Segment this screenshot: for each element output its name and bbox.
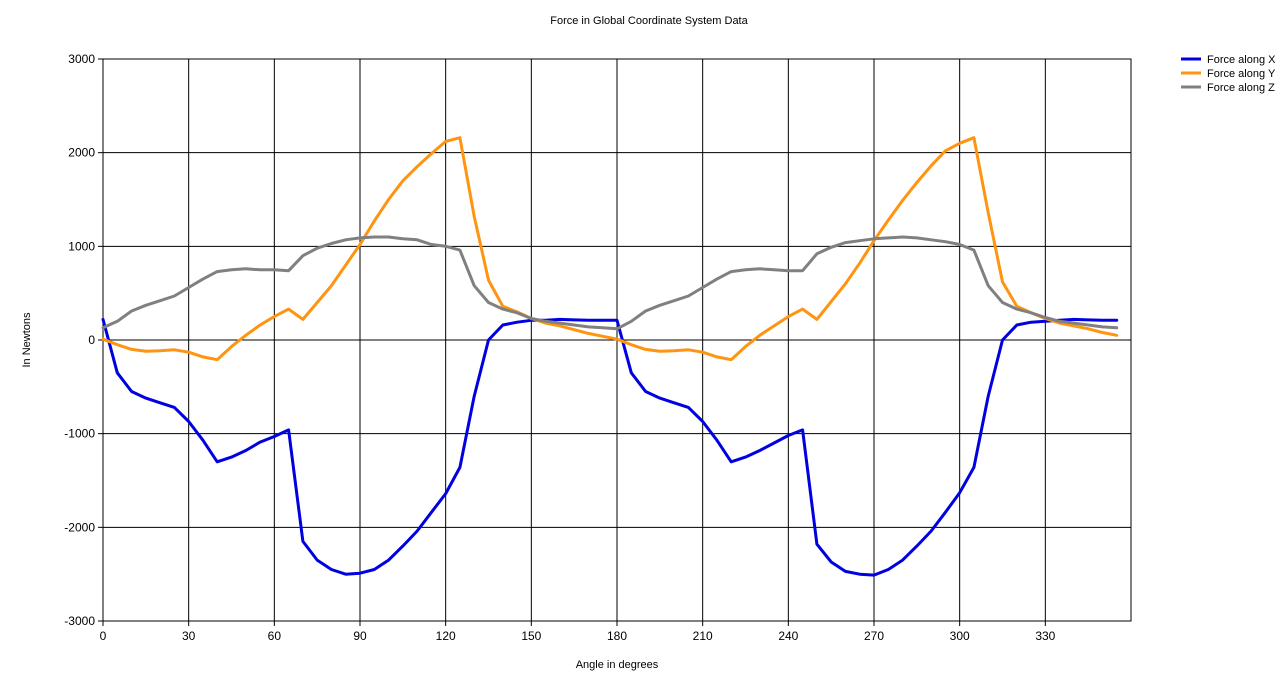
y-tick-label: 3000 (68, 52, 95, 66)
x-tick-label: 30 (182, 629, 196, 643)
x-tick-label: 240 (778, 629, 798, 643)
legend-label-force-y: Force along Y (1207, 68, 1276, 80)
legend-label-force-x: Force along X (1207, 54, 1276, 66)
series-lines (101, 136, 1119, 577)
x-tick-label: 90 (353, 629, 367, 643)
y-tick-label: 0 (88, 333, 95, 347)
x-tick-label: 300 (950, 629, 970, 643)
chart-title: Force in Global Coordinate System Data (550, 15, 748, 27)
y-axis-title: In Newtons (21, 312, 33, 368)
x-tick-label: 180 (607, 629, 627, 643)
series-line-force-y (101, 136, 1119, 362)
x-tick-label: 60 (268, 629, 282, 643)
y-axis-ticks: 3000 2000 1000 0 -1000 -2000 -3000 (64, 52, 103, 628)
legend-label-force-z: Force along Z (1207, 82, 1275, 94)
x-axis-ticks: 0 30 60 90 120 150 180 210 240 270 300 330 (100, 621, 1056, 643)
x-tick-label: 270 (864, 629, 884, 643)
series-line-force-x (101, 317, 1119, 577)
y-tick-label: -3000 (64, 614, 95, 628)
y-tick-label: 1000 (68, 239, 95, 253)
x-tick-label: 0 (100, 629, 107, 643)
x-tick-label: 210 (693, 629, 713, 643)
x-tick-label: 330 (1035, 629, 1055, 643)
y-tick-label: -2000 (64, 520, 95, 534)
x-tick-label: 150 (521, 629, 541, 643)
x-axis-title: Angle in degrees (576, 659, 659, 671)
y-tick-label: 2000 (68, 146, 95, 160)
y-tick-label: -1000 (64, 427, 95, 441)
legend: Force along X Force along Y Force along … (1181, 54, 1276, 94)
x-tick-label: 120 (436, 629, 456, 643)
series-line-force-z (101, 235, 1119, 331)
